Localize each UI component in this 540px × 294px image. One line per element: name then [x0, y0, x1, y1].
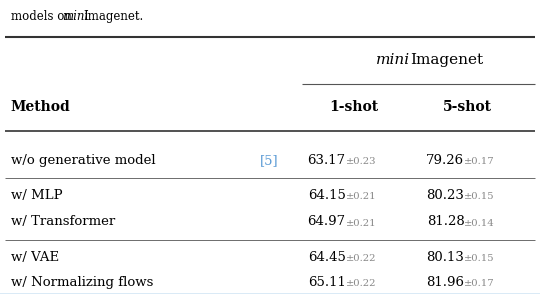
Text: 64.15: 64.15	[308, 189, 346, 202]
Text: ±0.17: ±0.17	[464, 279, 495, 288]
Text: 80.23: 80.23	[427, 189, 464, 202]
Text: ±0.21: ±0.21	[346, 193, 376, 201]
Text: ±0.22: ±0.22	[346, 279, 376, 288]
Text: [5]: [5]	[260, 154, 279, 167]
Text: 5-shot: 5-shot	[443, 100, 491, 114]
Text: w/ Transformer: w/ Transformer	[11, 216, 115, 228]
Text: ±0.17: ±0.17	[464, 157, 495, 166]
Text: ±0.15: ±0.15	[464, 193, 495, 201]
Text: 81.28: 81.28	[427, 216, 464, 228]
Text: w/o generative model: w/o generative model	[11, 154, 160, 167]
Text: mini: mini	[62, 10, 89, 23]
Text: 65.11: 65.11	[308, 276, 346, 289]
Text: 80.13: 80.13	[427, 251, 464, 264]
Text: mini: mini	[376, 53, 410, 67]
Text: ±0.23: ±0.23	[346, 157, 376, 166]
Text: Imagenet: Imagenet	[410, 53, 483, 67]
Text: 64.97: 64.97	[307, 216, 346, 228]
Text: Imagenet.: Imagenet.	[84, 10, 144, 23]
Text: ±0.22: ±0.22	[346, 254, 376, 263]
Text: 81.96: 81.96	[427, 276, 464, 289]
Text: 64.45: 64.45	[308, 251, 346, 264]
Text: ±0.14: ±0.14	[464, 219, 495, 228]
Text: 1-shot: 1-shot	[329, 100, 378, 114]
Text: Method: Method	[11, 100, 71, 114]
Text: models on: models on	[11, 10, 76, 23]
Text: ±0.21: ±0.21	[346, 219, 376, 228]
Text: 79.26: 79.26	[426, 154, 464, 167]
Text: ±0.15: ±0.15	[464, 254, 495, 263]
Text: w/ MLP: w/ MLP	[11, 189, 63, 202]
Text: w/ Normalizing flows: w/ Normalizing flows	[11, 276, 153, 289]
Text: 63.17: 63.17	[307, 154, 346, 167]
Text: w/ VAE: w/ VAE	[11, 251, 59, 264]
FancyBboxPatch shape	[0, 293, 540, 294]
